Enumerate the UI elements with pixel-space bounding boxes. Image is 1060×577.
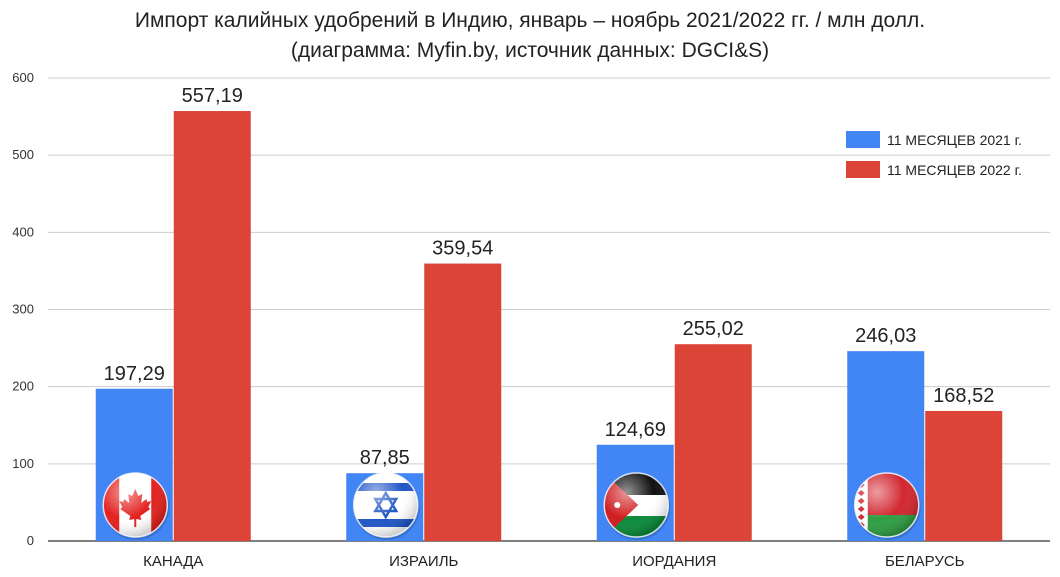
legend: 11 МЕСЯЦЕВ 2021 г. 11 МЕСЯЦЕВ 2022 г. <box>846 131 1022 178</box>
bar-2022 <box>925 410 1003 541</box>
value-label: 197,29 <box>104 363 165 385</box>
israel-flag-icon <box>353 472 420 540</box>
title-block: Импорт калийных удобрений в Индию, январ… <box>0 6 1060 66</box>
bar-2022 <box>173 111 251 542</box>
y-tick-label: 300 <box>12 302 34 317</box>
y-tick-label: 600 <box>12 70 34 85</box>
legend-label: 11 МЕСЯЦЕВ 2022 г. <box>887 162 1022 178</box>
value-label: 557,19 <box>182 85 243 107</box>
y-tick-label: 0 <box>27 533 34 548</box>
category-label: ИОРДАНИЯ <box>632 553 716 570</box>
value-label: 168,52 <box>933 385 994 407</box>
category-label: КАНАДА <box>143 553 203 570</box>
y-tick-label: 100 <box>12 456 34 471</box>
value-labels: 197,29 557,19 87,85 359,54 124,69 255,02 246,0… <box>104 85 995 469</box>
category-labels: КАНАДА ИЗРАИЛЬ ИОРДАНИЯ БЕЛАРУСЬ <box>143 553 965 570</box>
legend-label: 11 МЕСЯЦЕВ 2021 г. <box>887 132 1022 148</box>
chart-title: Импорт калийных удобрений в Индию, январ… <box>134 9 926 32</box>
legend-swatch <box>846 131 880 148</box>
value-label: 124,69 <box>605 419 666 441</box>
category-label: БЕЛАРУСЬ <box>885 553 965 570</box>
jordan-flag-icon <box>603 472 671 540</box>
bar-2022 <box>424 263 502 541</box>
bar-2022 <box>674 344 752 541</box>
y-tick-label: 400 <box>12 224 34 239</box>
y-tick-label: 500 <box>12 147 34 162</box>
legend-swatch <box>846 161 880 178</box>
belarus-flag-icon <box>854 472 921 540</box>
canada-flag-icon <box>102 472 170 540</box>
value-label: 359,54 <box>432 238 493 260</box>
value-label: 87,85 <box>360 447 410 469</box>
chart-subtitle: (диаграмма: Myfin.by, источник данных: D… <box>290 39 770 62</box>
y-axis-ticks: 0 100 200 300 400 500 600 <box>12 70 34 548</box>
category-label: ИЗРАИЛЬ <box>389 553 458 570</box>
value-label: 246,03 <box>855 325 916 347</box>
value-label: 255,02 <box>683 318 744 340</box>
y-tick-label: 200 <box>12 379 34 394</box>
